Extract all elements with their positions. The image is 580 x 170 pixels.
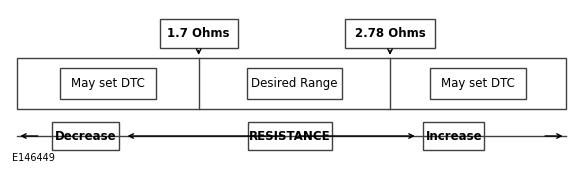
- Bar: [52, 122, 119, 150]
- Bar: [17, 58, 566, 109]
- Text: RESISTANCE: RESISTANCE: [249, 130, 331, 142]
- Bar: [430, 68, 525, 99]
- Text: 1.7 Ohms: 1.7 Ohms: [168, 27, 230, 40]
- Text: May set DTC: May set DTC: [441, 77, 514, 90]
- Text: Decrease: Decrease: [55, 130, 117, 142]
- Bar: [423, 122, 484, 150]
- Text: Desired Range: Desired Range: [251, 77, 338, 90]
- Bar: [60, 68, 156, 99]
- Text: May set DTC: May set DTC: [71, 77, 145, 90]
- Bar: [345, 19, 435, 48]
- Text: 2.78 Ohms: 2.78 Ohms: [355, 27, 425, 40]
- Bar: [248, 122, 332, 150]
- Bar: [160, 19, 238, 48]
- Bar: [246, 68, 342, 99]
- Text: E146449: E146449: [12, 153, 55, 163]
- Text: Increase: Increase: [426, 130, 482, 142]
